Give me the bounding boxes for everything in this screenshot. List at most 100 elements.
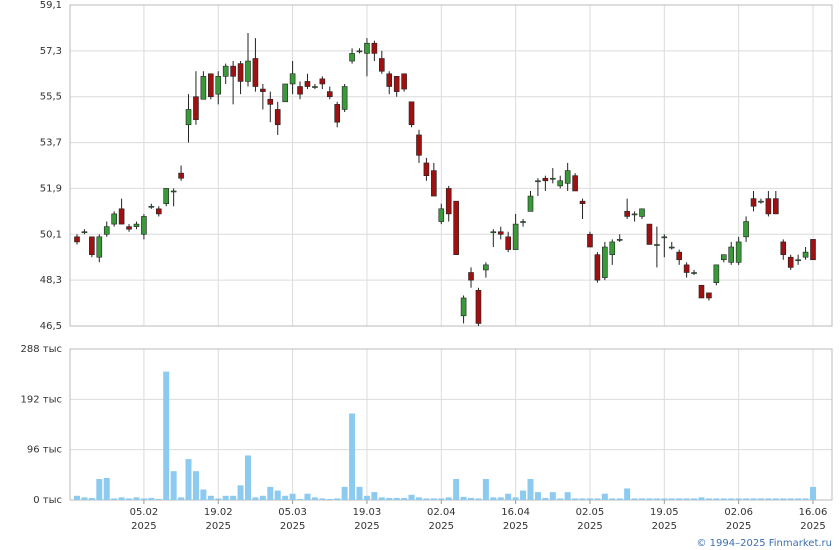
candle-body: [341, 86, 348, 110]
x-tick-label: 02.04: [427, 507, 456, 518]
candle-body: [602, 246, 608, 278]
volume-bar: [349, 413, 356, 500]
candle-body: [215, 76, 222, 95]
candle-body: [230, 65, 236, 77]
candle-body: [512, 223, 519, 250]
volume-bar: [244, 455, 251, 500]
candle-body: [535, 180, 541, 183]
volume-bar: [423, 498, 430, 500]
volume-bar: [780, 498, 787, 500]
candle-body: [490, 231, 497, 234]
candle-body: [706, 292, 712, 299]
volume-bar: [148, 497, 155, 500]
candle-body: [222, 65, 229, 77]
volume-bar: [512, 497, 519, 500]
candle-body: [312, 86, 318, 88]
candle-body: [668, 246, 675, 249]
volume-bar: [118, 497, 125, 500]
volume-bar: [103, 477, 110, 500]
volume-bar: [720, 498, 727, 500]
volume-bar: [482, 479, 489, 500]
candle-body: [237, 63, 244, 82]
candle-body: [743, 221, 749, 238]
volume-bar: [542, 497, 549, 500]
candle-body: [445, 188, 452, 215]
y-tick-label: 288 тыс: [21, 344, 62, 355]
y-tick-label: 50,1: [40, 229, 62, 240]
volume-bar: [497, 497, 504, 500]
x-tick-year: 2025: [800, 521, 825, 532]
x-tick-label: 05.03: [278, 507, 307, 518]
volume-bar: [609, 498, 616, 500]
volume-bar: [624, 488, 631, 500]
x-tick-label: 02.06: [724, 507, 753, 518]
volume-bar: [795, 498, 802, 500]
candle-body: [549, 177, 556, 180]
volume-bar: [594, 498, 601, 500]
volume-bar: [297, 498, 304, 500]
candle-body: [698, 284, 705, 299]
candle-body: [609, 241, 616, 255]
candle-body: [89, 236, 95, 255]
volume-bar: [215, 498, 222, 500]
y-tick-label: 96 тыс: [27, 445, 62, 456]
volume-bar: [371, 492, 378, 500]
volume-bar: [505, 493, 512, 500]
volume-bar: [163, 371, 170, 500]
candle-body: [616, 239, 623, 241]
candle-body: [148, 205, 155, 208]
volume-bar: [572, 498, 579, 500]
volume-bar: [304, 493, 311, 500]
candle-body: [118, 208, 125, 225]
volume-bar: [586, 498, 593, 500]
candle-body: [572, 175, 578, 192]
volume-bar: [579, 498, 586, 500]
x-tick-year: 2025: [354, 521, 379, 532]
candle-body: [810, 239, 816, 261]
volume-bar: [274, 490, 281, 500]
volume-bar: [356, 486, 363, 500]
volume-bar: [601, 493, 608, 500]
candle-body: [334, 104, 341, 123]
volume-bar: [534, 492, 541, 500]
volume-bar: [326, 498, 333, 500]
y-tick-label: 59,1: [40, 0, 62, 11]
volume-bar: [490, 497, 497, 500]
volume-bar: [772, 498, 779, 500]
candle-body: [787, 256, 794, 268]
candle-body: [557, 180, 564, 187]
volume-bar: [653, 498, 660, 500]
volume-bar: [341, 486, 348, 500]
volume-bar: [468, 497, 475, 500]
volume-bar: [646, 498, 653, 500]
volume-bar: [668, 498, 675, 500]
candle-body: [431, 170, 437, 197]
candle-body: [483, 264, 489, 271]
volume-bar: [74, 495, 80, 500]
candle-body: [416, 134, 422, 156]
candle-body: [520, 221, 526, 223]
volume-bar: [564, 492, 571, 500]
y-tick-label: 48,3: [40, 275, 62, 286]
candle-body: [646, 223, 653, 245]
volume-bar: [691, 498, 698, 500]
volume-bar: [743, 498, 750, 500]
candle-body: [542, 177, 549, 182]
y-tick-label: 0 тыс: [33, 495, 62, 506]
volume-bar: [252, 497, 259, 500]
volume-bar: [705, 498, 712, 500]
candle-body: [267, 98, 274, 105]
candle-body: [460, 297, 467, 317]
x-tick-label: 19.05: [650, 507, 679, 518]
x-tick-label: 19.02: [204, 507, 233, 518]
candle-body: [193, 96, 199, 120]
y-tick-label: 53,7: [40, 138, 62, 149]
volume-bar: [802, 498, 809, 500]
volume-bar: [616, 498, 623, 500]
y-tick-label: 46,5: [40, 321, 62, 332]
candle-body: [475, 290, 482, 324]
candle-body: [505, 236, 511, 250]
volume-bar: [311, 497, 318, 500]
volume-bar: [445, 497, 452, 500]
